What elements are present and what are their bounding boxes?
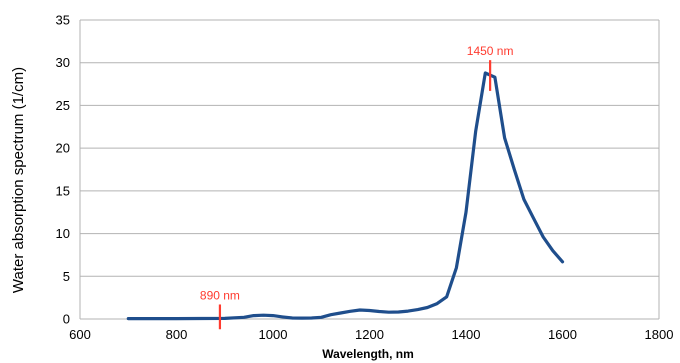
y-tick-label: 15	[56, 183, 70, 198]
annotation-label: 890 nm	[200, 288, 240, 302]
grid-lines	[79, 19, 660, 320]
annotations: 890 nm 1450 nm	[200, 44, 514, 330]
y-tick-label: 0	[63, 312, 70, 327]
y-axis-label: Water absorption spectrum (1/cm)	[10, 67, 27, 293]
y-tick-label: 30	[56, 55, 70, 70]
y-tick-label: 5	[63, 269, 70, 284]
annotation-label: 1450 nm	[467, 44, 514, 58]
x-tick-label: 1000	[259, 327, 288, 342]
y-tick-labels: 0 5 10 15 20 25 30 35	[56, 13, 70, 327]
x-tick-labels: 600 800 1000 1200 1400 1600 1800	[69, 327, 673, 342]
x-tick-label: 1800	[645, 327, 674, 342]
x-tick-label: 600	[69, 327, 91, 342]
x-tick-label: 1600	[548, 327, 577, 342]
y-tick-label: 20	[56, 141, 70, 156]
x-tick-label: 1200	[355, 327, 384, 342]
y-tick-label: 35	[56, 13, 70, 28]
absorption-line	[126, 71, 565, 321]
y-tick-label: 10	[56, 226, 70, 241]
x-tick-label: 800	[166, 327, 188, 342]
x-tick-label: 1400	[452, 327, 481, 342]
y-tick-label: 25	[56, 98, 70, 113]
x-axis-label: Wavelength, nm	[322, 347, 414, 361]
